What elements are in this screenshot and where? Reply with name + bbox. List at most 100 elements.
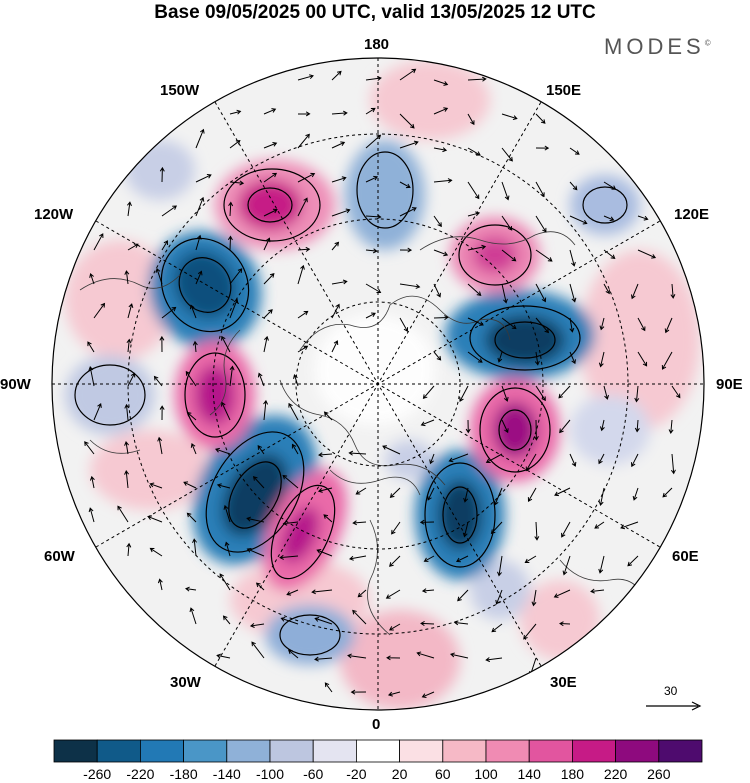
wind-arrow (314, 617, 333, 625)
wind-arrow (124, 470, 130, 489)
wind-arrow (535, 113, 546, 124)
wind-arrow (161, 306, 177, 319)
wind-arrow (159, 335, 165, 353)
wind-arrow (348, 555, 367, 561)
lon-label-60e: 60E (672, 548, 699, 565)
wind-arrow (671, 385, 681, 399)
wind-arrow (252, 476, 265, 489)
chart-title: Base 09/05/2025 00 UTC, valid 13/05/2025… (154, 2, 596, 23)
wind-arrow (246, 516, 265, 523)
wind-arrow (534, 351, 540, 366)
wind-arrow (525, 453, 537, 472)
wind-arrow (490, 521, 503, 535)
wind-arrow (157, 436, 163, 455)
wind-arrow (569, 317, 575, 333)
wind-arrow (399, 283, 421, 289)
wind-arrow (352, 520, 367, 526)
wind-arrow (467, 351, 483, 363)
wind-arrow (84, 441, 95, 455)
wind-arrow (634, 385, 640, 403)
wind-arrow (224, 541, 231, 557)
colorbar-swatch (96, 739, 141, 763)
lon-label-180: 180 (364, 36, 390, 53)
wind-arrow (419, 519, 435, 525)
wind-arrow (497, 555, 503, 577)
wind-arrow (569, 147, 580, 155)
wind-arrow (222, 615, 231, 625)
wind-arrow (387, 691, 401, 697)
contour-lines (74, 151, 628, 656)
wind-arrow (637, 351, 648, 367)
wind-arrow (316, 548, 333, 557)
wind-arrow (603, 249, 616, 259)
wind-arrow (420, 621, 435, 627)
wind-arrow (501, 147, 513, 162)
colorbar-swatch (615, 739, 660, 763)
wind-arrow (331, 279, 348, 285)
lon-label-0: 0 (372, 716, 381, 733)
wind-arrow (88, 365, 95, 387)
wind-arrow (219, 573, 231, 591)
wind-arrow (195, 196, 205, 217)
wind-arrow (263, 172, 278, 183)
wind-arrow (159, 166, 165, 183)
wind-arrow (399, 113, 415, 129)
wind-arrow (429, 453, 435, 465)
wind-arrow (297, 111, 311, 117)
wind-arrow (365, 175, 379, 183)
wind-arrow (501, 249, 517, 262)
wind-arrow (186, 411, 197, 421)
wind-arrow (263, 273, 275, 285)
wind-arrow (263, 335, 269, 353)
wind-arrow (627, 555, 639, 567)
wind-arrow (365, 312, 376, 319)
wind-arrow (331, 340, 339, 353)
wind-arrow (433, 351, 442, 361)
wind-arrow (229, 268, 243, 285)
wind-arrow (421, 691, 435, 698)
wind-arrow (422, 385, 435, 400)
wind-arrow (149, 547, 163, 557)
wind-arrow (192, 340, 198, 353)
wind-arrow (630, 283, 639, 300)
wind-arrow (495, 589, 503, 605)
wind-arrow (89, 475, 95, 489)
wind-arrow (323, 514, 333, 523)
colorbar-tick-label: 180 (560, 766, 585, 782)
wind-arrow (331, 70, 342, 81)
wind-arrow (463, 487, 469, 503)
wind-arrow (569, 453, 577, 467)
wind-arrow (485, 453, 503, 464)
wind-arrow (590, 588, 605, 594)
wind-arrow (93, 233, 104, 251)
wind-arrow (562, 555, 571, 576)
wind-arrow (155, 267, 163, 285)
wind-arrow (423, 555, 435, 562)
wind-arrow (195, 128, 205, 149)
wind-arrow (391, 521, 401, 535)
wind-arrow (668, 419, 674, 434)
wind-arrow (399, 317, 409, 333)
map-boundary (51, 57, 705, 711)
wind-arrow (493, 487, 503, 506)
wind-arrow (386, 655, 401, 661)
wind-arrow (216, 483, 231, 489)
colorbar-tick-label: -100 (255, 766, 285, 782)
wind-arrow (467, 113, 475, 126)
wind-arrow (220, 401, 231, 421)
wind-arrow (251, 641, 265, 659)
anomaly-blobs (65, 60, 700, 710)
wind-arrow (331, 176, 347, 183)
wind-arrow (149, 482, 163, 489)
wind-arrow (535, 385, 546, 402)
wind-arrow (599, 419, 605, 432)
wind-arrow (485, 657, 503, 663)
wind-arrow (632, 487, 639, 501)
wind-arrow (255, 582, 265, 591)
wind-arrow (501, 181, 510, 201)
lon-label-90w: 90W (0, 376, 31, 393)
reference-vector-label: 30 (664, 684, 678, 698)
wind-arrow (389, 555, 401, 567)
wind-arrow (229, 365, 235, 387)
